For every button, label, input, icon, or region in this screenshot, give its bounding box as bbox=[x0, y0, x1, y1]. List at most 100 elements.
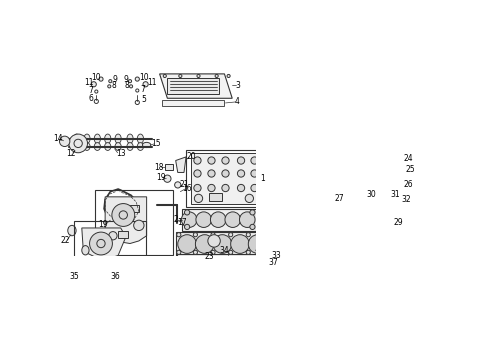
Bar bbox=[326, 221, 373, 252]
Circle shape bbox=[194, 170, 201, 177]
Circle shape bbox=[229, 233, 233, 237]
Circle shape bbox=[109, 231, 117, 240]
Circle shape bbox=[358, 207, 366, 215]
Circle shape bbox=[369, 207, 378, 215]
Circle shape bbox=[163, 75, 166, 77]
Polygon shape bbox=[176, 231, 266, 256]
Text: 7: 7 bbox=[89, 86, 94, 95]
Ellipse shape bbox=[74, 134, 80, 143]
Circle shape bbox=[179, 75, 182, 77]
Circle shape bbox=[246, 233, 250, 237]
Bar bbox=[95, 190, 172, 255]
Circle shape bbox=[250, 224, 255, 230]
Text: 12: 12 bbox=[67, 149, 76, 158]
Circle shape bbox=[194, 157, 201, 164]
Circle shape bbox=[227, 75, 230, 77]
Ellipse shape bbox=[94, 134, 100, 143]
Circle shape bbox=[238, 170, 245, 177]
Ellipse shape bbox=[331, 238, 341, 244]
Circle shape bbox=[135, 77, 139, 81]
Text: 10: 10 bbox=[139, 72, 149, 81]
Circle shape bbox=[181, 212, 197, 228]
Ellipse shape bbox=[359, 238, 368, 244]
Ellipse shape bbox=[82, 246, 89, 255]
Circle shape bbox=[177, 233, 181, 237]
Ellipse shape bbox=[396, 197, 403, 207]
Text: 3: 3 bbox=[235, 81, 240, 90]
Ellipse shape bbox=[385, 194, 393, 203]
Ellipse shape bbox=[137, 143, 144, 150]
Text: 29: 29 bbox=[394, 218, 404, 227]
Circle shape bbox=[211, 250, 215, 255]
Text: 19: 19 bbox=[98, 220, 107, 229]
Ellipse shape bbox=[84, 134, 90, 143]
Text: 27: 27 bbox=[335, 194, 344, 203]
Circle shape bbox=[108, 85, 111, 88]
Text: 1: 1 bbox=[261, 174, 265, 183]
Circle shape bbox=[251, 170, 258, 177]
Circle shape bbox=[196, 235, 214, 253]
Text: 11: 11 bbox=[84, 78, 93, 87]
Bar bbox=[380, 223, 409, 246]
Circle shape bbox=[210, 212, 226, 228]
Text: 36: 36 bbox=[111, 272, 121, 281]
Polygon shape bbox=[160, 74, 232, 98]
Text: 18: 18 bbox=[154, 163, 164, 172]
Ellipse shape bbox=[127, 134, 133, 143]
Circle shape bbox=[222, 157, 229, 164]
Circle shape bbox=[238, 184, 245, 192]
Ellipse shape bbox=[75, 266, 83, 276]
Text: 2: 2 bbox=[174, 215, 178, 224]
Circle shape bbox=[208, 157, 215, 164]
Circle shape bbox=[261, 233, 265, 237]
Bar bbox=[165, 164, 172, 170]
Circle shape bbox=[358, 219, 366, 228]
Ellipse shape bbox=[137, 134, 144, 143]
Ellipse shape bbox=[331, 226, 341, 233]
Polygon shape bbox=[105, 197, 147, 243]
Ellipse shape bbox=[387, 155, 399, 163]
Circle shape bbox=[196, 212, 212, 228]
Circle shape bbox=[129, 85, 133, 88]
Ellipse shape bbox=[374, 190, 382, 201]
Circle shape bbox=[178, 235, 196, 253]
Circle shape bbox=[213, 235, 232, 253]
Text: 9: 9 bbox=[112, 75, 117, 84]
Text: 9: 9 bbox=[124, 75, 129, 84]
Ellipse shape bbox=[390, 165, 404, 177]
Circle shape bbox=[266, 258, 271, 263]
Text: 19: 19 bbox=[156, 173, 166, 182]
Circle shape bbox=[229, 250, 233, 255]
Circle shape bbox=[332, 229, 340, 237]
Circle shape bbox=[59, 136, 70, 147]
Circle shape bbox=[222, 184, 229, 192]
Bar bbox=[177, 255, 265, 270]
Text: 11: 11 bbox=[147, 78, 157, 87]
Circle shape bbox=[231, 235, 249, 253]
Circle shape bbox=[211, 233, 215, 237]
Circle shape bbox=[345, 219, 353, 228]
Ellipse shape bbox=[115, 143, 121, 150]
Text: 26: 26 bbox=[404, 180, 414, 189]
Circle shape bbox=[128, 80, 132, 83]
Circle shape bbox=[240, 212, 255, 228]
Ellipse shape bbox=[68, 225, 76, 236]
Text: 21: 21 bbox=[179, 180, 189, 189]
Ellipse shape bbox=[104, 134, 111, 143]
Ellipse shape bbox=[359, 226, 368, 233]
Circle shape bbox=[222, 170, 229, 177]
Circle shape bbox=[208, 184, 215, 192]
Text: 17: 17 bbox=[177, 218, 187, 227]
Circle shape bbox=[194, 250, 197, 255]
Bar bbox=[130, 204, 139, 212]
Circle shape bbox=[195, 194, 203, 203]
Circle shape bbox=[194, 233, 197, 237]
Circle shape bbox=[91, 82, 97, 87]
Text: 34: 34 bbox=[220, 246, 229, 255]
Text: 24: 24 bbox=[404, 154, 414, 163]
Text: 37: 37 bbox=[269, 258, 279, 267]
Ellipse shape bbox=[127, 143, 133, 150]
Text: 7: 7 bbox=[140, 85, 145, 94]
Circle shape bbox=[112, 204, 135, 226]
Circle shape bbox=[369, 229, 378, 237]
